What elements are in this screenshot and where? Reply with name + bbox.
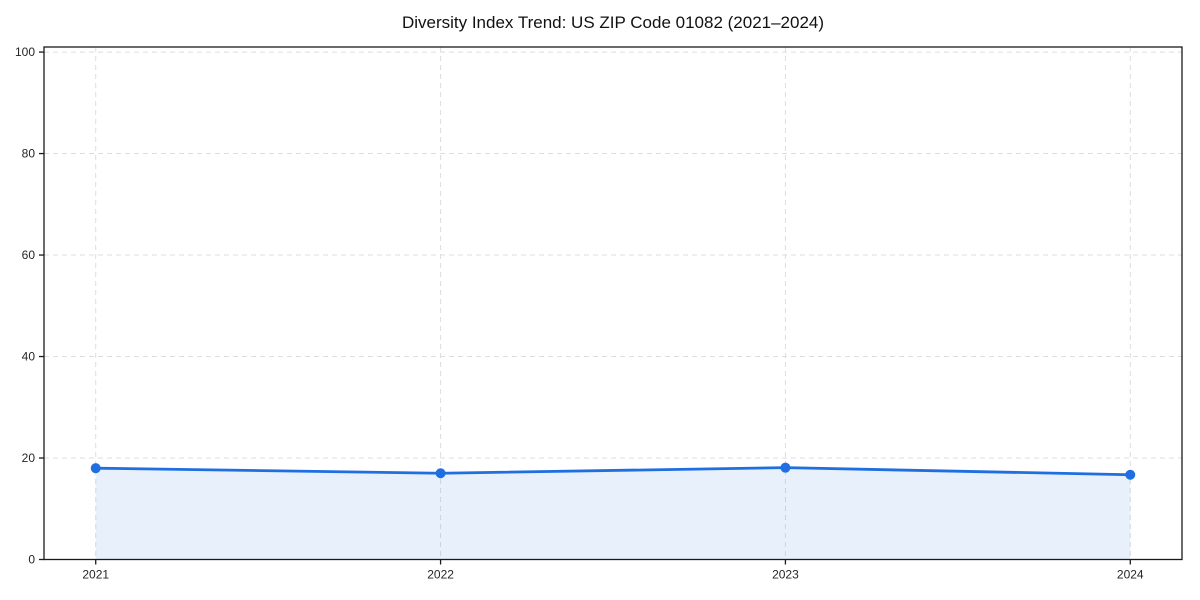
x-tick-label: 2021 xyxy=(82,568,109,582)
y-tick-label: 40 xyxy=(22,350,36,364)
x-tick-label: 2022 xyxy=(427,568,454,582)
x-tick-label: 2024 xyxy=(1117,568,1144,582)
y-tick-label: 60 xyxy=(22,248,36,262)
trend-line xyxy=(94,466,1132,477)
data-point xyxy=(90,463,101,474)
data-point xyxy=(435,468,446,479)
data-point xyxy=(1125,469,1136,480)
x-tick-label: 2023 xyxy=(772,568,799,582)
data-point xyxy=(780,462,791,473)
y-tick-label: 80 xyxy=(22,147,36,161)
y-tick-label: 100 xyxy=(15,45,35,59)
plot-border xyxy=(43,46,1183,561)
area-fill xyxy=(95,467,1131,560)
y-tick-label: 0 xyxy=(28,553,35,567)
y-tick-label: 20 xyxy=(22,451,36,465)
chart-title: Diversity Index Trend: US ZIP Code 01082… xyxy=(401,13,825,32)
